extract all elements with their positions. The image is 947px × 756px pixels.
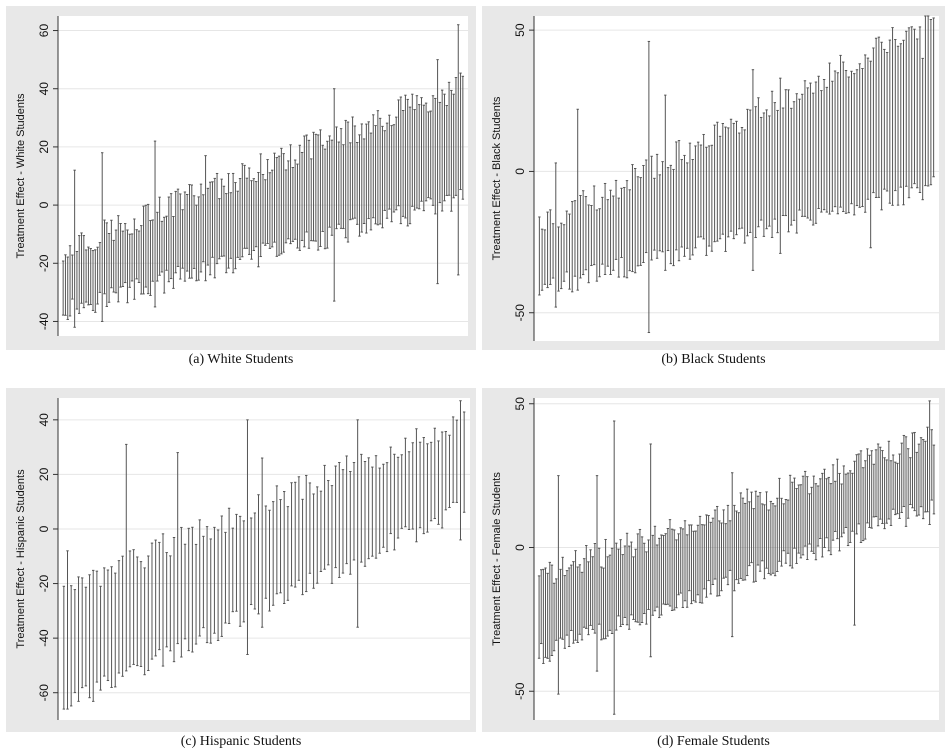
y-axis-label: Treatment Effect - Black Students — [491, 96, 503, 260]
y-tick-label: 0 — [37, 201, 51, 208]
caption-black: (b) Black Students — [661, 352, 766, 367]
y-tick-label: -20 — [37, 575, 51, 593]
y-tick-label: 40 — [37, 82, 51, 96]
caption-female: (d) Female Students — [657, 734, 770, 749]
y-tick-label: 20 — [37, 467, 51, 481]
y-tick-label: -50 — [513, 682, 527, 700]
chart-panel-female: -50 0 50 Treatment Effect - Female Students — [482, 388, 945, 732]
y-axis-label: Treatment Effect - Female Students — [491, 472, 503, 646]
y-tick-label: 60 — [37, 24, 51, 38]
chart-svg: -50 0 50 Treatment Effect - Black Students — [482, 6, 945, 350]
caption-white: (a) White Students — [188, 352, 294, 367]
y-tick-label: -40 — [37, 629, 51, 647]
y-tick-label: 0 — [513, 544, 527, 551]
y-tick-label: 50 — [513, 23, 527, 37]
y-tick-label: 20 — [37, 140, 51, 154]
y-tick-label: 50 — [513, 397, 527, 411]
chart-svg: -60 -40 -20 0 20 40 Treatment Effect - Hispani… — [6, 388, 476, 732]
y-tick-label: -40 — [37, 312, 51, 330]
y-tick-label: 0 — [513, 168, 527, 175]
y-tick-label: -20 — [37, 254, 51, 272]
chart-panel-hispanic: -60 -40 -20 0 20 40 Treatment Effect - Hispani… — [6, 388, 476, 732]
chart-panel-black: -50 0 50 Treatment Effect - Black Students — [482, 6, 945, 350]
y-tick-label: -50 — [513, 304, 527, 322]
y-axis-label: Treatment Effect - White Students — [15, 93, 27, 259]
chart-svg: -40 -20 0 20 40 60 Treatment Effect - White St… — [6, 6, 476, 350]
caption-hispanic: (c) Hispanic Students — [180, 734, 302, 749]
plot-area — [58, 398, 470, 720]
y-tick-label: 0 — [37, 525, 51, 532]
y-axis-label: Treatment Effect - Hispanic Students — [15, 469, 27, 649]
y-tick-label: -60 — [37, 684, 51, 702]
y-tick-label: 40 — [37, 413, 51, 427]
chart-panel-white: -40 -20 0 20 40 60 Treatment Effect - White St… — [6, 6, 476, 350]
chart-svg: -50 0 50 Treatment Effect - Female Students — [482, 388, 945, 732]
